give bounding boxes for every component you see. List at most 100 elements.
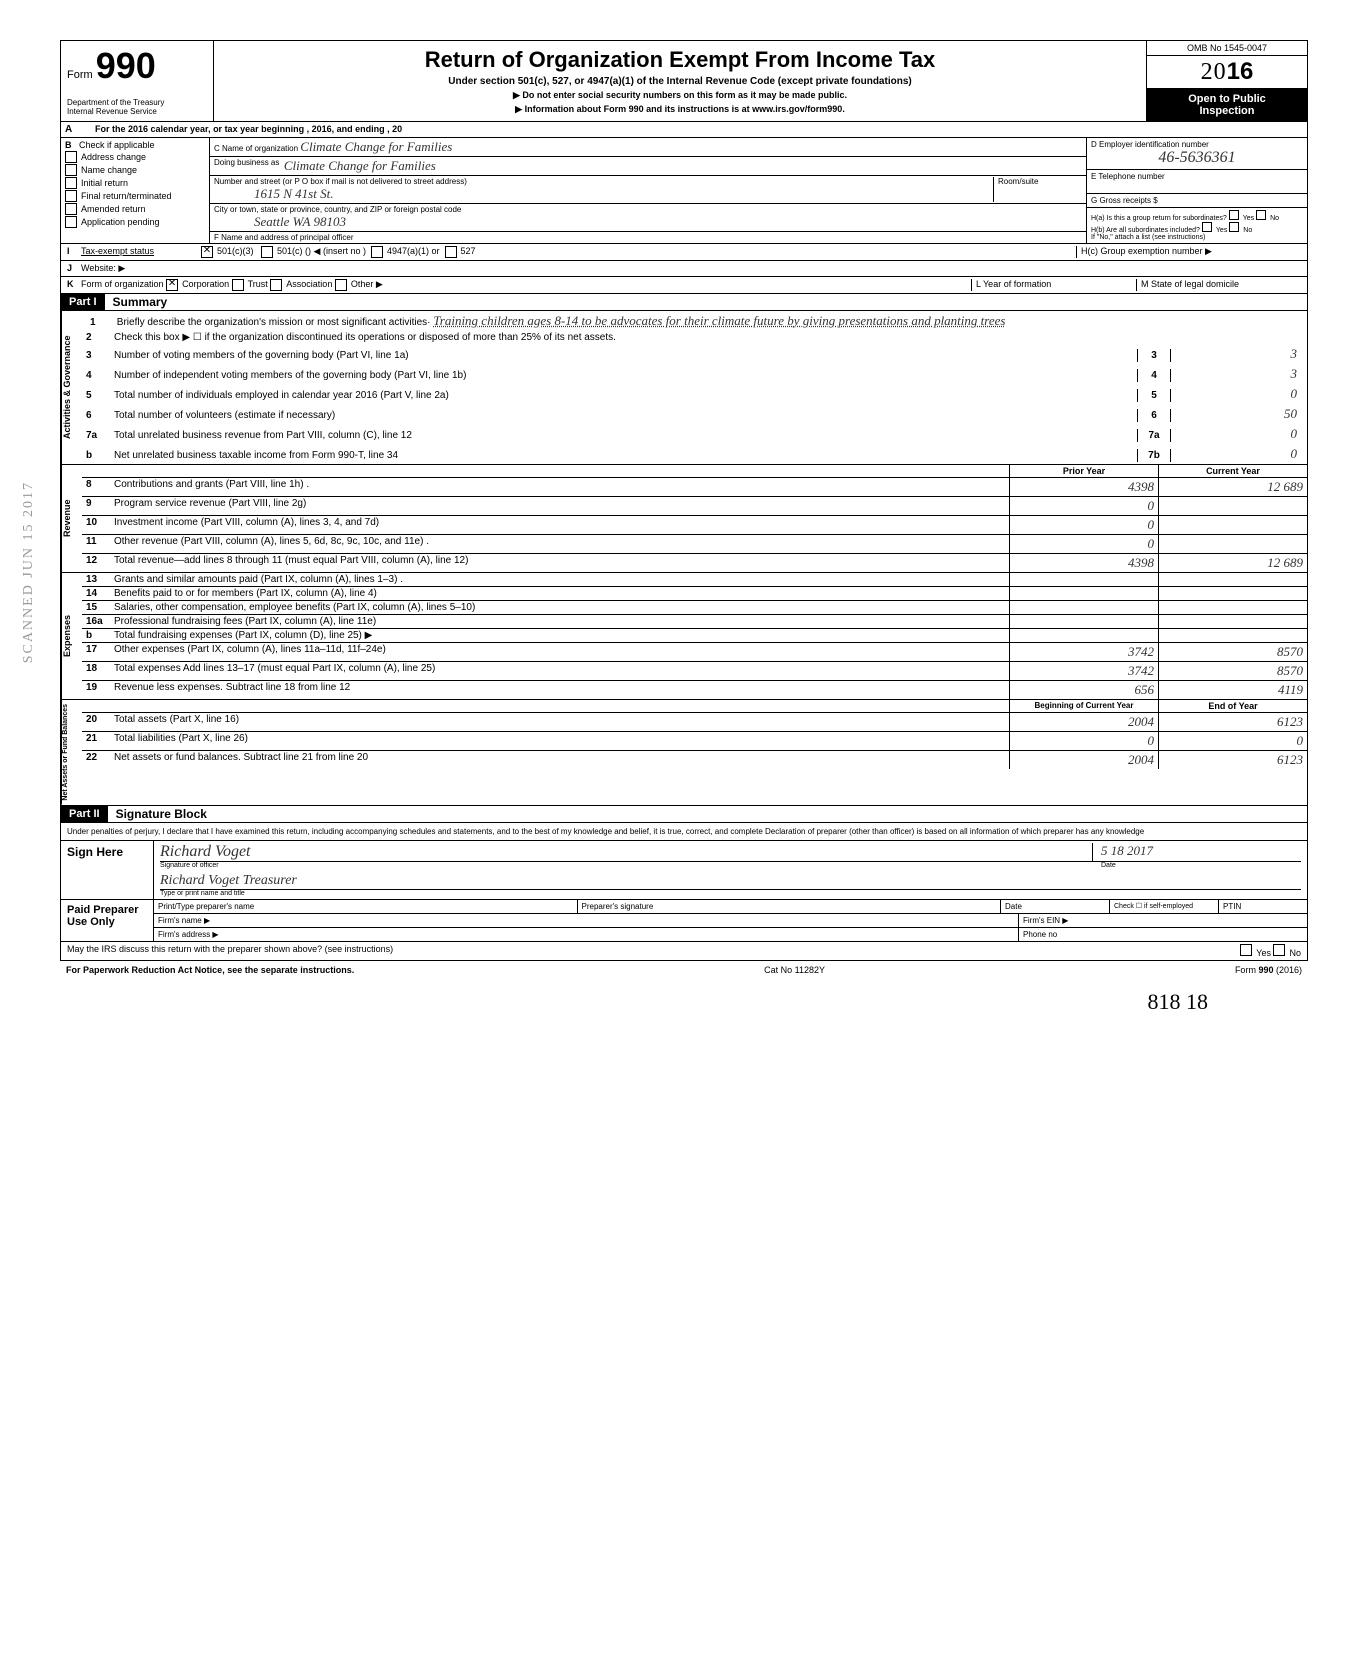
officer-sig-label: Signature of officer: [160, 862, 1093, 869]
exp-line-14: 14Benefits paid to or for members (Part …: [82, 586, 1307, 600]
form-org-label: Form of organization: [81, 279, 164, 291]
ptin-label: PTIN: [1218, 900, 1307, 913]
cb-address-change[interactable]: Address change: [65, 151, 205, 163]
section-b-h: BCheck if applicable Address change Name…: [61, 138, 1307, 244]
cb-initial-return[interactable]: Initial return: [65, 177, 205, 189]
ha-no-cb[interactable]: [1256, 210, 1266, 220]
bal-line-20: 20Total assets (Part X, line 16)20046123: [82, 712, 1307, 731]
exp-line-19: 19Revenue less expenses. Subtract line 1…: [82, 680, 1307, 699]
exp-line-b: bTotal fundraising expenses (Part IX, co…: [82, 628, 1307, 642]
letter-k: K: [67, 279, 81, 291]
form-number-cell: Form 990 Department of the Treasury Inte…: [61, 41, 214, 121]
expenses-vlabel: Expenses: [61, 573, 82, 699]
prep-date-label: Date: [1000, 900, 1109, 913]
line-a: A For the 2016 calendar year, or tax yea…: [61, 122, 1307, 138]
sig-block-title: Signature Block: [108, 807, 207, 821]
tax-exempt-label: Tax-exempt status: [81, 246, 201, 258]
mission-block: 1 Briefly describe the organization's mi…: [82, 311, 1307, 331]
room-label: Room/suite: [993, 177, 1082, 202]
city-label: City or town, state or province, country…: [214, 205, 1082, 214]
gov-line-4: 4Number of independent voting members of…: [82, 364, 1307, 384]
irs-no-cb[interactable]: [1273, 944, 1285, 956]
website-label: Website: ▶: [81, 263, 125, 274]
line-k: K Form of organization Corporation Trust…: [61, 277, 1307, 294]
irs-discuss-row: May the IRS discuss this return with the…: [61, 941, 1307, 960]
d-label: D Employer identification number: [1091, 140, 1303, 149]
gov-line-2: 2Check this box ▶ ☐ if the organization …: [82, 331, 1307, 344]
firm-name-label: Firm's name ▶: [154, 914, 1018, 927]
cb-4947[interactable]: [371, 246, 383, 258]
f-label: F Name and address of principal officer: [214, 233, 353, 242]
current-year-header: Current Year: [1158, 465, 1307, 477]
sig-date: 5 18 2017: [1101, 843, 1153, 858]
year-prefix: 20: [1201, 59, 1227, 85]
cb-application-pending[interactable]: Application pending: [65, 216, 205, 228]
opt-501c3: 501(c)(3): [217, 246, 254, 258]
opt-501c: 501(c) (: [277, 246, 308, 258]
cb-501c3[interactable]: [201, 246, 213, 258]
balance-body: Beginning of Current Year End of Year 20…: [82, 700, 1307, 805]
bal-line-22: 22Net assets or fund balances. Subtract …: [82, 750, 1307, 769]
revenue-section: Revenue Prior Year Current Year 8Contrib…: [61, 465, 1307, 573]
firm-addr-label: Firm's address ▶: [154, 928, 1018, 941]
cb-final-return[interactable]: Final return/terminated: [65, 190, 205, 202]
ha-label: H(a) Is this a group return for subordin…: [1091, 215, 1227, 222]
cb-trust[interactable]: [232, 279, 244, 291]
date-label: Date: [1093, 862, 1301, 869]
ssn-warning: ▶ Do not enter social security numbers o…: [218, 90, 1142, 101]
main-title: Return of Organization Exempt From Incom…: [218, 47, 1142, 73]
ha-cell: H(a) Is this a group return for subordin…: [1087, 208, 1307, 243]
expenses-section: Expenses 13Grants and similar amounts pa…: [61, 573, 1307, 700]
cb-association[interactable]: [270, 279, 282, 291]
sig-disclaimer: Under penalties of perjury, I declare th…: [61, 823, 1307, 840]
part-i-label: Part I: [61, 294, 105, 310]
footer: For Paperwork Reduction Act Notice, see …: [60, 961, 1308, 979]
cb-other[interactable]: [335, 279, 347, 291]
cb-corporation[interactable]: [166, 279, 178, 291]
expenses-body: 13Grants and similar amounts paid (Part …: [82, 573, 1307, 699]
street-value: 1615 N 41st St.: [214, 186, 993, 202]
open-public-2: Inspection: [1149, 105, 1305, 117]
sign-here-content: Richard Voget 5 18 2017 Signature of off…: [154, 841, 1307, 899]
mission-num: 1: [90, 317, 114, 328]
ein-value: 46-5636361: [1091, 149, 1303, 167]
mission-label: Briefly describe the organization's miss…: [117, 317, 431, 328]
footer-center: Cat No 11282Y: [764, 965, 825, 975]
cb-501c[interactable]: [261, 246, 273, 258]
cb-amended[interactable]: Amended return: [65, 203, 205, 215]
rev-line-8: 8Contributions and grants (Part VIII, li…: [82, 477, 1307, 496]
hb-yes-cb[interactable]: [1202, 222, 1212, 232]
gov-line-3: 3Number of voting members of the governi…: [82, 344, 1307, 364]
name-title-label: Type or print name and title: [160, 890, 1301, 897]
line-j: J Website: ▶: [61, 261, 1307, 277]
gov-line-b: bNet unrelated business taxable income f…: [82, 444, 1307, 464]
footer-right: Form 990 (2016): [1235, 965, 1302, 975]
balance-vlabel: Net Assets or Fund Balances: [61, 700, 82, 805]
exp-line-16a: 16aProfessional fundraising fees (Part I…: [82, 614, 1307, 628]
revenue-header-row: Prior Year Current Year: [82, 465, 1307, 477]
cb-527[interactable]: [445, 246, 457, 258]
letter-a: A: [61, 122, 89, 137]
governance-section: Activities & Governance 1 Briefly descri…: [61, 311, 1307, 465]
governance-vlabel: Activities & Governance: [61, 311, 82, 464]
street-row: Number and street (or P O box if mail is…: [210, 176, 1086, 204]
preparer-name-label: Print/Type preparer's name: [154, 900, 577, 913]
bottom-handwriting: 818 18: [60, 979, 1308, 1025]
summary-title: Summary: [105, 295, 168, 309]
dept-irs: Internal Revenue Service: [67, 108, 207, 117]
form-990-number: 990: [96, 45, 156, 86]
phone-label: Phone no: [1018, 928, 1307, 941]
check-applicable-label: Check if applicable: [79, 140, 155, 150]
rev-line-12: 12Total revenue—add lines 8 through 11 (…: [82, 553, 1307, 572]
balance-section: Net Assets or Fund Balances Beginning of…: [61, 700, 1307, 806]
exp-line-13: 13Grants and similar amounts paid (Part …: [82, 573, 1307, 586]
cb-name-change[interactable]: Name change: [65, 164, 205, 176]
omb-cell: OMB No 1545-0047 2016 Open to Public Ins…: [1146, 41, 1307, 121]
hb-no-cb[interactable]: [1229, 222, 1239, 232]
irs-yes-cb[interactable]: [1240, 944, 1252, 956]
dba-row: Doing business as Climate Change for Fam…: [210, 157, 1086, 176]
bal-line-21: 21Total liabilities (Part X, line 26)00: [82, 731, 1307, 750]
ha-yes-cb[interactable]: [1229, 210, 1239, 220]
calendar-year-line: For the 2016 calendar year, or tax year …: [89, 122, 1307, 137]
city-value: Seattle WA 98103: [214, 214, 1082, 230]
